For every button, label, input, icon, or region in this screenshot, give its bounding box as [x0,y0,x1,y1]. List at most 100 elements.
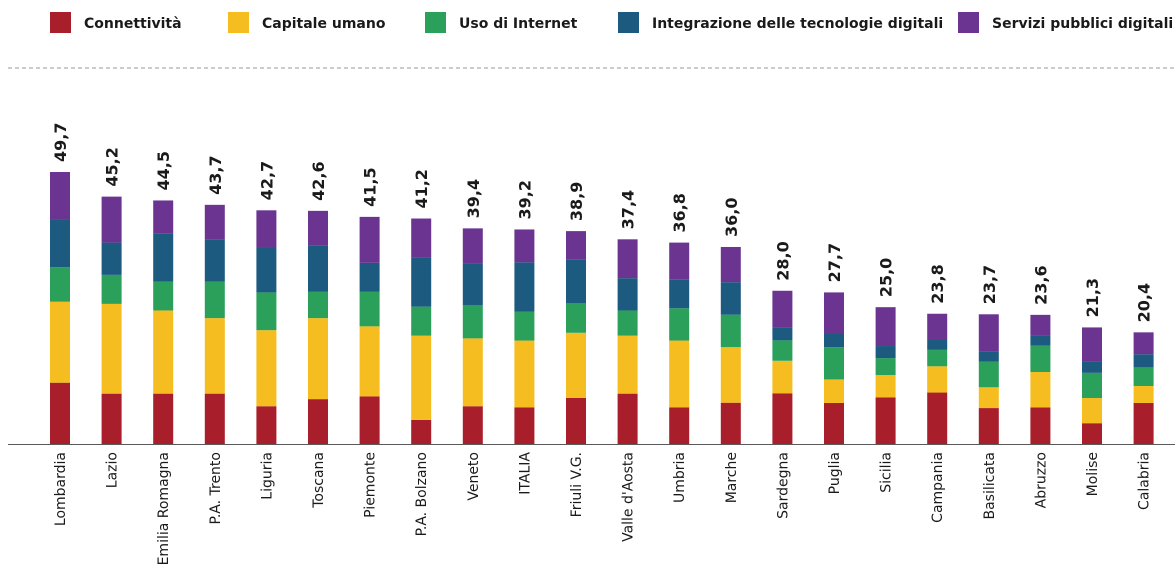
total-label-lazio: 45,2 [103,147,122,186]
bar-segment-integrazione-delle-tecnologie-digitali-veneto [462,263,483,305]
bar-segment-connettivita-lazio [101,393,122,444]
bar-segment-uso-di-internet-campania [927,349,948,367]
total-label-campania: 23,8 [928,264,947,303]
bar-segment-connettivita-liguria [256,406,277,444]
bar-segment-integrazione-delle-tecnologie-digitali-marche [720,282,741,315]
bar-segment-integrazione-delle-tecnologie-digitali-italia [514,262,535,312]
bar-segment-connettivita-p-a-trento [204,393,225,444]
bar-segment-connettivita-sardegna [772,393,793,444]
bar-segment-capitale-umano-p-a-bolzano [411,335,432,420]
legend-swatch-integrazione-delle-tecnologie-digitali [618,12,639,33]
legend-label-servizi-pubblici-digitali: Servizi pubblici digitali [992,16,1173,32]
bar-segment-integrazione-delle-tecnologie-digitali-basilicata [978,351,999,362]
bar-segment-capitale-umano-marche [720,347,741,403]
bar-segment-capitale-umano-abruzzo [1030,371,1051,408]
bar-segment-servizi-pubblici-digitali-campania [927,313,948,341]
bar-segment-uso-di-internet-piemonte [359,291,380,327]
total-label-friuli-v-g: 38,9 [567,182,586,221]
bar-segment-uso-di-internet-lombardia [50,267,70,302]
bar-segment-integrazione-delle-tecnologie-digitali-friuli-v-g [566,259,586,304]
bar-segment-uso-di-internet-p-a-trento [204,281,225,319]
bar-segment-servizi-pubblici-digitali-liguria [256,210,277,248]
bar-segment-uso-di-internet-liguria [256,292,277,331]
total-label-sardegna: 28,0 [773,241,792,280]
bar-segment-servizi-pubblici-digitali-marche [720,246,741,283]
bar-segment-connettivita-basilicata [978,408,999,444]
category-label-campania: Campania [930,452,946,523]
bar-segment-uso-di-internet-umbria [669,308,690,341]
total-label-italia: 39,2 [515,180,534,219]
category-label-toscana: Toscana [311,452,327,509]
total-label-p-a-bolzano: 41,2 [412,169,431,208]
bar-segment-connettivita-emilia-romagna [153,393,174,444]
category-label-basilicata: Basilicata [982,452,998,520]
total-label-emilia-romagna: 44,5 [154,151,173,190]
bar-segment-servizi-pubblici-digitali-sicilia [875,307,896,347]
bar-segment-servizi-pubblici-digitali-lombardia [50,172,70,220]
bar-segment-capitale-umano-liguria [256,330,277,407]
bar-segment-capitale-umano-valle-d-aosta [617,335,638,394]
labels: 49,7 Lombardia 45,2 Lazio 44,5 Emilia Romagna… [51,123,1154,566]
category-label-friuli-v-g: Friuli V.G. [569,452,585,517]
category-label-lombardia: Lombardia [53,452,69,526]
bar-segment-integrazione-delle-tecnologie-digitali-piemonte [359,262,380,292]
bar-segment-capitale-umano-piemonte [359,326,380,397]
bar-segment-servizi-pubblici-digitali-veneto [462,228,483,264]
bar-segment-servizi-pubblici-digitali-puglia [824,292,844,334]
legend-label-capitale-umano: Capitale umano [262,16,386,32]
bar-segment-integrazione-delle-tecnologie-digitali-lazio [101,242,122,275]
bar-segment-capitale-umano-basilicata [978,387,999,409]
bar-segment-integrazione-delle-tecnologie-digitali-toscana [308,245,328,292]
bar-segment-integrazione-delle-tecnologie-digitali-umbria [669,279,690,309]
bar-segment-servizi-pubblici-digitali-calabria [1133,332,1154,355]
bar-segment-integrazione-delle-tecnologie-digitali-liguria [256,247,277,293]
bar-segment-uso-di-internet-lazio [101,274,122,304]
bar-segment-servizi-pubblici-digitali-emilia-romagna [153,200,174,234]
bar-segment-servizi-pubblici-digitali-valle-d-aosta [617,239,638,279]
bar-segment-capitale-umano-sicilia [875,375,896,398]
total-label-liguria: 42,7 [257,161,276,200]
bar-segment-servizi-pubblici-digitali-basilicata [978,314,999,352]
bar-segment-servizi-pubblici-digitali-friuli-v-g [566,231,586,260]
total-label-abruzzo: 23,6 [1031,265,1050,304]
bar-segment-connettivita-valle-d-aosta [617,393,638,444]
legend-label-uso-di-internet: Uso di Internet [459,16,578,32]
bar-segment-uso-di-internet-emilia-romagna [153,281,174,311]
bar-segment-connettivita-toscana [308,399,328,444]
bar-segment-servizi-pubblici-digitali-umbria [669,242,690,280]
bar-segment-connettivita-campania [927,392,948,444]
bar-segment-integrazione-delle-tecnologie-digitali-sardegna [772,327,793,341]
total-label-veneto: 39,4 [464,179,483,218]
bar-segment-uso-di-internet-sicilia [875,358,896,376]
bar-segment-servizi-pubblici-digitali-molise [1082,327,1102,362]
bar-segment-uso-di-internet-veneto [462,304,483,339]
bar-segment-capitale-umano-umbria [669,340,690,408]
bar-segment-capitale-umano-puglia [824,379,844,403]
bar-segment-connettivita-p-a-bolzano [411,419,432,444]
bar-segment-capitale-umano-p-a-trento [204,318,225,394]
bar-segment-connettivita-marche [720,402,741,444]
category-label-emilia-romagna: Emilia Romagna [156,452,172,565]
bar-segment-connettivita-lombardia [50,382,70,444]
category-label-puglia: Puglia [827,452,843,494]
total-label-piemonte: 41,5 [361,167,380,206]
total-label-p-a-trento: 43,7 [206,155,225,194]
bar-segment-connettivita-umbria [669,407,690,444]
bar-segment-integrazione-delle-tecnologie-digitali-emilia-romagna [153,233,174,282]
bar-segment-integrazione-delle-tecnologie-digitali-calabria [1133,354,1154,368]
bar-segment-capitale-umano-molise [1082,398,1102,424]
bar-segment-servizi-pubblici-digitali-p-a-trento [204,204,225,240]
bar-segment-capitale-umano-lombardia [50,301,70,383]
bar-segment-servizi-pubblici-digitali-lazio [101,196,122,243]
bar-segment-integrazione-delle-tecnologie-digitali-p-a-trento [204,239,225,282]
bar-segment-uso-di-internet-italia [514,311,535,341]
total-label-calabria: 20,4 [1135,283,1154,322]
bar-segment-uso-di-internet-marche [720,314,741,348]
bar-segment-connettivita-puglia [824,402,844,444]
bar-segment-uso-di-internet-p-a-bolzano [411,306,432,336]
bar-segment-capitale-umano-campania [927,366,948,393]
legend-label-integrazione-delle-tecnologie-digitali: Integrazione delle tecnologie digitali [652,16,943,32]
bar-segment-connettivita-calabria [1133,402,1154,444]
legend-swatch-connettivita [50,12,71,33]
bar-segment-connettivita-abruzzo [1030,407,1051,444]
